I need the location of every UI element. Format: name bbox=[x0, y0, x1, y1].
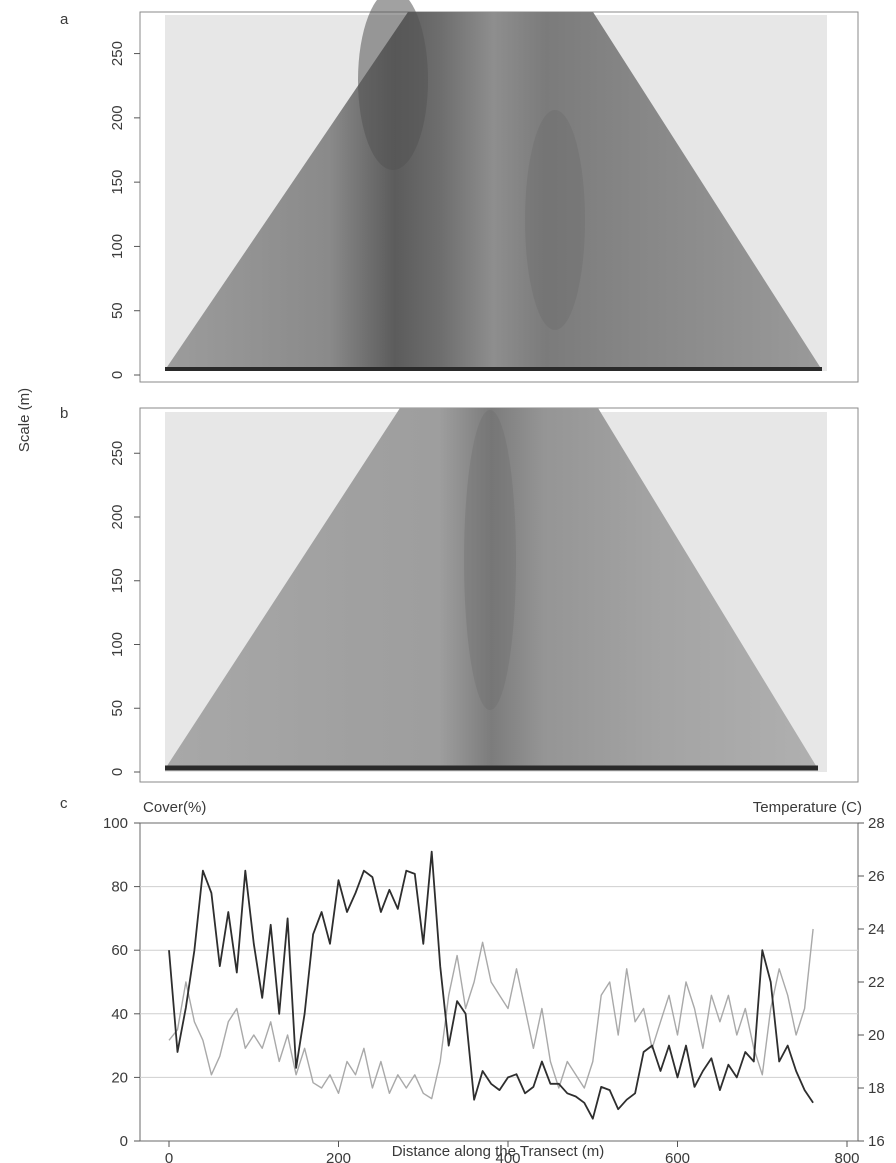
panel-a-ytick-label: 250 bbox=[109, 41, 126, 66]
panel-c-label: c bbox=[60, 795, 68, 812]
panel-b-ytick-label: 250 bbox=[109, 441, 126, 466]
cover-axis-title: Cover(%) bbox=[143, 799, 206, 816]
panel-c-ytick-label: 100 bbox=[103, 815, 128, 832]
panel-a-mid-patch bbox=[525, 110, 585, 330]
panel-c-ytick-label: 20 bbox=[111, 1069, 128, 1086]
scale-axis-title: Scale (m) bbox=[16, 388, 33, 452]
panel-c-y2tick-label: 22 bbox=[868, 974, 885, 991]
panel-c-xtick-label: 0 bbox=[165, 1150, 173, 1163]
temperature-axis-title: Temperature (C) bbox=[753, 799, 862, 816]
panel-a-ytick-label: 100 bbox=[109, 234, 126, 259]
panel-b-ytick-label: 200 bbox=[109, 504, 126, 529]
panel-b-ytick-label: 150 bbox=[109, 568, 126, 593]
panel-c-y2tick-label: 16 bbox=[868, 1133, 885, 1150]
panel-b-ytick-label: 50 bbox=[109, 700, 126, 717]
panel-c-y2tick-label: 26 bbox=[868, 868, 885, 885]
panel-c-y2tick-label: 18 bbox=[868, 1080, 885, 1097]
panel-c-frame bbox=[139, 822, 859, 1142]
panel-c-y2tick-label: 28 bbox=[868, 815, 885, 832]
panel-c-y2tick-label: 20 bbox=[868, 1027, 885, 1044]
line-panel-c: Cover(%) Temperature (C) 0 20 40 60 80 100 16 1… bbox=[103, 799, 885, 1163]
panel-c-xtick-label: 400 bbox=[495, 1150, 520, 1163]
panel-c-ytick-label: 80 bbox=[111, 879, 128, 896]
panel-a-ytick-label: 0 bbox=[109, 371, 126, 379]
panel-c-ytick-label: 0 bbox=[120, 1133, 128, 1150]
panel-a-dark-patch bbox=[358, 0, 428, 170]
panel-c-xtick-label: 200 bbox=[326, 1150, 351, 1163]
panel-c-xtick-label: 800 bbox=[834, 1150, 859, 1163]
panel-a-ytick-label: 200 bbox=[109, 105, 126, 130]
panel-c-ytick-label: 40 bbox=[111, 1006, 128, 1023]
panel-a-ytick-label: 150 bbox=[109, 170, 126, 195]
panel-a-label: a bbox=[60, 11, 69, 28]
panel-b-cone bbox=[165, 408, 818, 769]
panel-c-xtick-label: 600 bbox=[665, 1150, 690, 1163]
panel-b-dark-band bbox=[464, 410, 516, 710]
temperature-series-line bbox=[168, 928, 814, 1100]
scalogram-panel-b: 0 50 100 150 200 250 bbox=[109, 407, 859, 783]
panel-c-ytick-label: 60 bbox=[111, 942, 128, 959]
panel-a-cone bbox=[165, 12, 822, 370]
panel-a-ytick-label: 50 bbox=[109, 302, 126, 319]
panel-b-label: b bbox=[60, 405, 68, 422]
distance-axis-title: Distance along the Transect (m) bbox=[392, 1143, 605, 1160]
scalogram-panel-a: 0 50 100 150 200 250 bbox=[109, 0, 859, 383]
panel-c-y2tick-label: 24 bbox=[868, 921, 885, 938]
panel-b-ytick-label: 0 bbox=[109, 768, 126, 776]
cover-series-line bbox=[168, 850, 814, 1120]
panel-b-ytick-label: 100 bbox=[109, 632, 126, 657]
